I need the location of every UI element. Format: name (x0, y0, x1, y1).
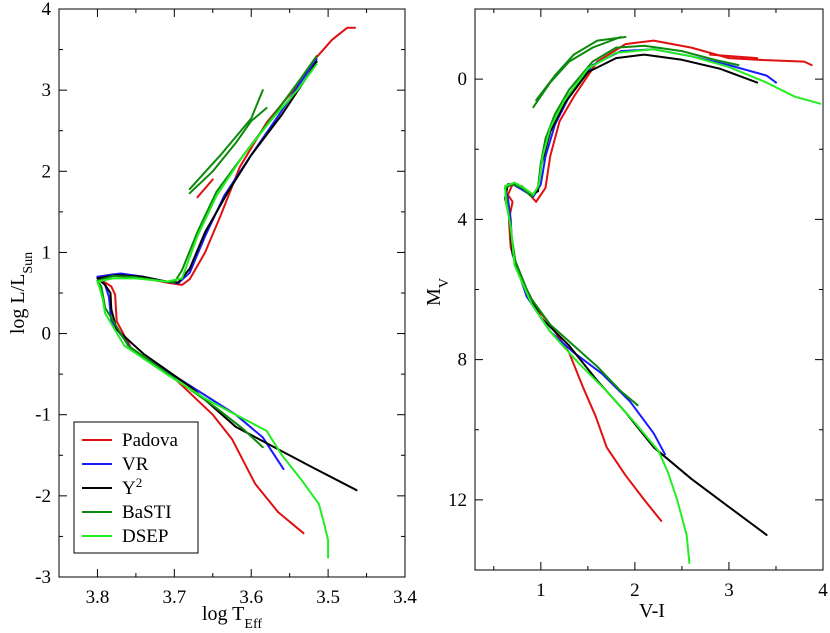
right-y-tick-label: 4 (458, 209, 468, 230)
right-x-axis-title: V-I (639, 600, 665, 622)
right-series-line-basti (504, 44, 740, 407)
right-series-line-basti (535, 36, 627, 102)
right-series-line-vr (504, 48, 777, 456)
right-x-tick-label: 3 (724, 580, 734, 601)
right-y-tick-label: 8 (458, 350, 468, 371)
right-series-line-y2 (504, 53, 768, 536)
legend-label-basti: BaSTI (122, 502, 172, 523)
left-y-tick-label: -1 (35, 405, 51, 426)
left-series-line-basti (96, 55, 318, 449)
left-series-line-vr (96, 58, 318, 471)
left-y-tick-label: -3 (35, 567, 51, 588)
legend-label-padova: Padova (122, 430, 179, 451)
left-series-line-basti (188, 107, 268, 195)
left-x-axis-title-sub: Eff (244, 617, 262, 632)
right-y-axis-title: MV (423, 278, 452, 306)
left-y-tick-label: 1 (42, 242, 52, 263)
left-series (96, 26, 358, 559)
right-series-line-basti (532, 36, 622, 109)
left-x-tick-label: 3.6 (239, 587, 263, 608)
right-series-line-padova (506, 39, 813, 522)
left-x-tick-label: 3.4 (393, 587, 417, 608)
right-series-line-dsep (504, 48, 822, 564)
right-series (504, 36, 822, 564)
left-y-tick-label: 4 (42, 0, 52, 20)
right-series-line-padova (709, 53, 759, 60)
right-y-axis-title-sub: V (437, 278, 452, 288)
right-y-tick-label: 0 (458, 69, 468, 90)
left-y-tick-label: -2 (35, 486, 51, 507)
left-y-tick-label: 2 (42, 161, 52, 182)
right-x-tick-label: 2 (630, 580, 640, 601)
left-series-line-dsep (96, 63, 330, 559)
right-x-tick-label: 4 (818, 580, 828, 601)
left-y-axis-title-sub: Sun (21, 252, 36, 274)
left-y-axis-title: log L/LSun (7, 252, 36, 334)
left-ticks: 3.8 3.7 3.6 3.5 3.4 -3 -2 -1 0 1 2 3 4 (35, 0, 417, 608)
left-x-tick-label: 3.7 (162, 587, 186, 608)
left-y-tick-label: 0 (42, 324, 52, 345)
left-series-line-basti (188, 89, 264, 191)
left-panel: 3.8 3.7 3.6 3.5 3.4 -3 -2 -1 0 1 2 3 4 log TEff log … (7, 0, 417, 632)
right-y-tick-label: 12 (448, 490, 467, 511)
left-series-line-padova (196, 178, 214, 199)
legend-label-vr: VR (122, 454, 149, 475)
right-x-tick-label: 1 (536, 580, 546, 601)
left-x-axis-title: log TEff (202, 603, 262, 632)
legend-label-dsep: DSEP (122, 526, 168, 547)
left-x-tick-label: 3.8 (86, 587, 110, 608)
left-y-tick-label: 3 (42, 80, 52, 101)
left-x-tick-label: 3.5 (316, 587, 340, 608)
